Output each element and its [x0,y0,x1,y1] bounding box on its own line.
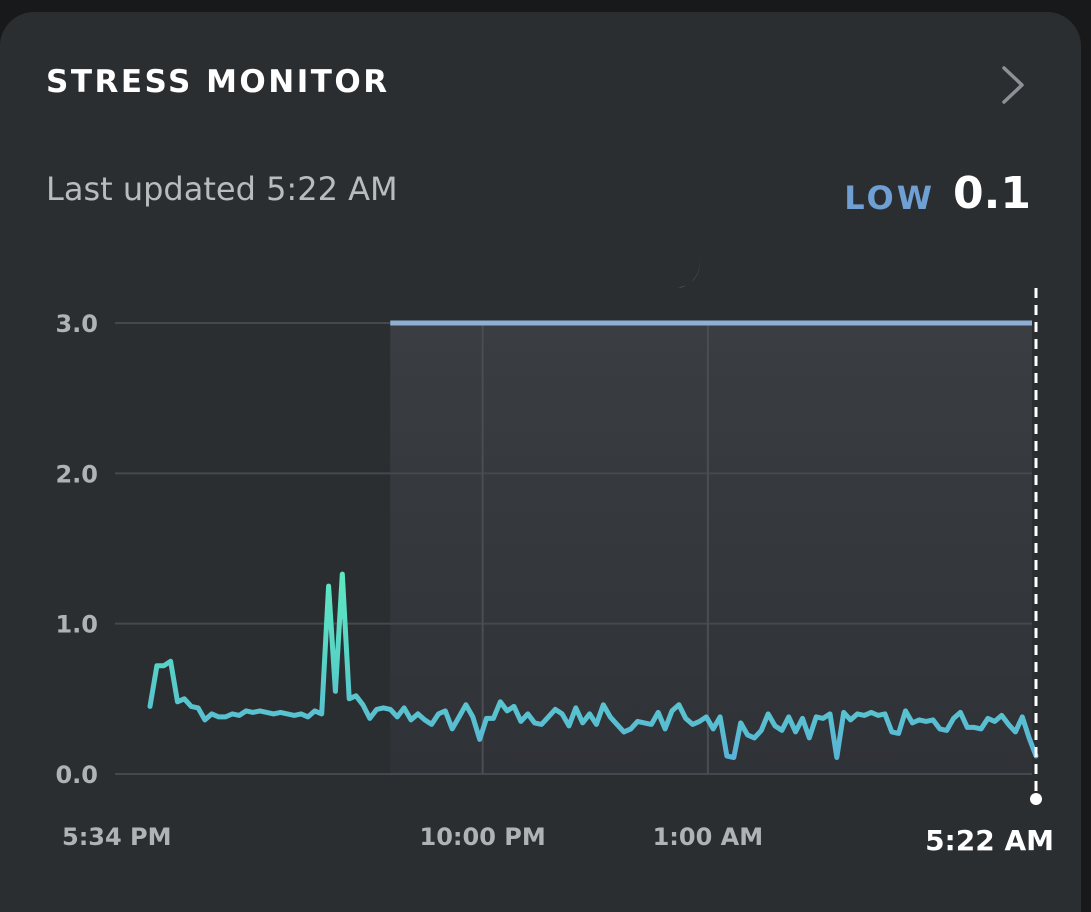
y-tick-label: 3.0 [55,310,98,338]
chevron-right-icon[interactable] [992,64,1032,104]
stress-line [147,571,1039,760]
stress-score: 0.1 [953,168,1031,219]
x-tick-label: 10:00 PM [420,823,546,851]
stress-level-label: LOW [844,179,935,217]
current-time-label: 5:22 AM [925,824,1054,857]
card-title: STRESS MONITOR [46,64,390,100]
x-tick-label: 5:34 PM [62,823,172,851]
current-time-dot [1030,793,1042,805]
last-updated-text: Last updated 5:22 AM [46,170,398,208]
x-tick-label: 1:00 AM [653,823,764,851]
moon-icon [657,247,700,288]
y-tick-label: 0.0 [55,761,98,789]
y-tick-label: 2.0 [55,460,98,488]
sleep-period-area [390,323,1032,774]
y-tick-label: 1.0 [55,611,98,639]
